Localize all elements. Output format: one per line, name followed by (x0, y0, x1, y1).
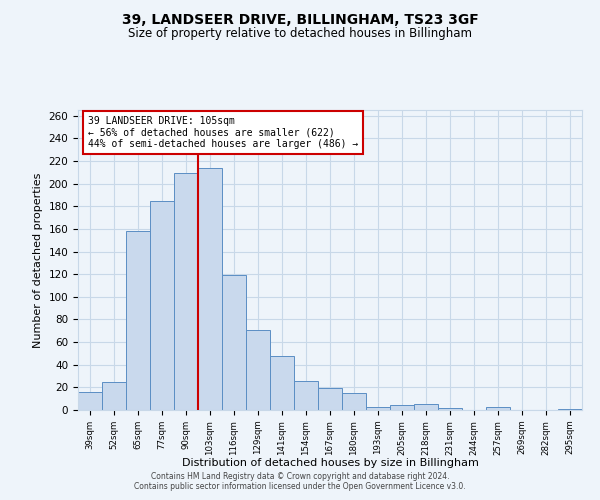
Bar (150, 200, 174, 410)
Text: Size of property relative to detached houses in Billingham: Size of property relative to detached ho… (128, 28, 472, 40)
Bar (222, 276, 246, 410)
Bar (558, 409, 582, 410)
Bar (174, 174, 198, 410)
Bar (318, 388, 342, 410)
Text: Contains public sector information licensed under the Open Government Licence v3: Contains public sector information licen… (134, 482, 466, 491)
Bar (126, 231, 150, 410)
Bar (198, 168, 222, 410)
Bar (78, 392, 102, 410)
Y-axis label: Number of detached properties: Number of detached properties (33, 172, 43, 348)
Text: 39, LANDSEER DRIVE, BILLINGHAM, TS23 3GF: 39, LANDSEER DRIVE, BILLINGHAM, TS23 3GF (122, 12, 478, 26)
Bar (342, 393, 366, 410)
Bar (366, 406, 390, 410)
Bar (270, 356, 294, 410)
Text: Distribution of detached houses by size in Billingham: Distribution of detached houses by size … (182, 458, 478, 468)
Bar (486, 406, 510, 410)
Text: Contains HM Land Registry data © Crown copyright and database right 2024.: Contains HM Land Registry data © Crown c… (151, 472, 449, 481)
Bar (390, 406, 414, 410)
Text: 39 LANDSEER DRIVE: 105sqm
← 56% of detached houses are smaller (622)
44% of semi: 39 LANDSEER DRIVE: 105sqm ← 56% of detac… (88, 116, 358, 149)
Bar (438, 408, 462, 410)
Bar (246, 330, 270, 410)
Bar (414, 404, 438, 410)
Bar (294, 380, 318, 410)
Bar (102, 382, 126, 410)
